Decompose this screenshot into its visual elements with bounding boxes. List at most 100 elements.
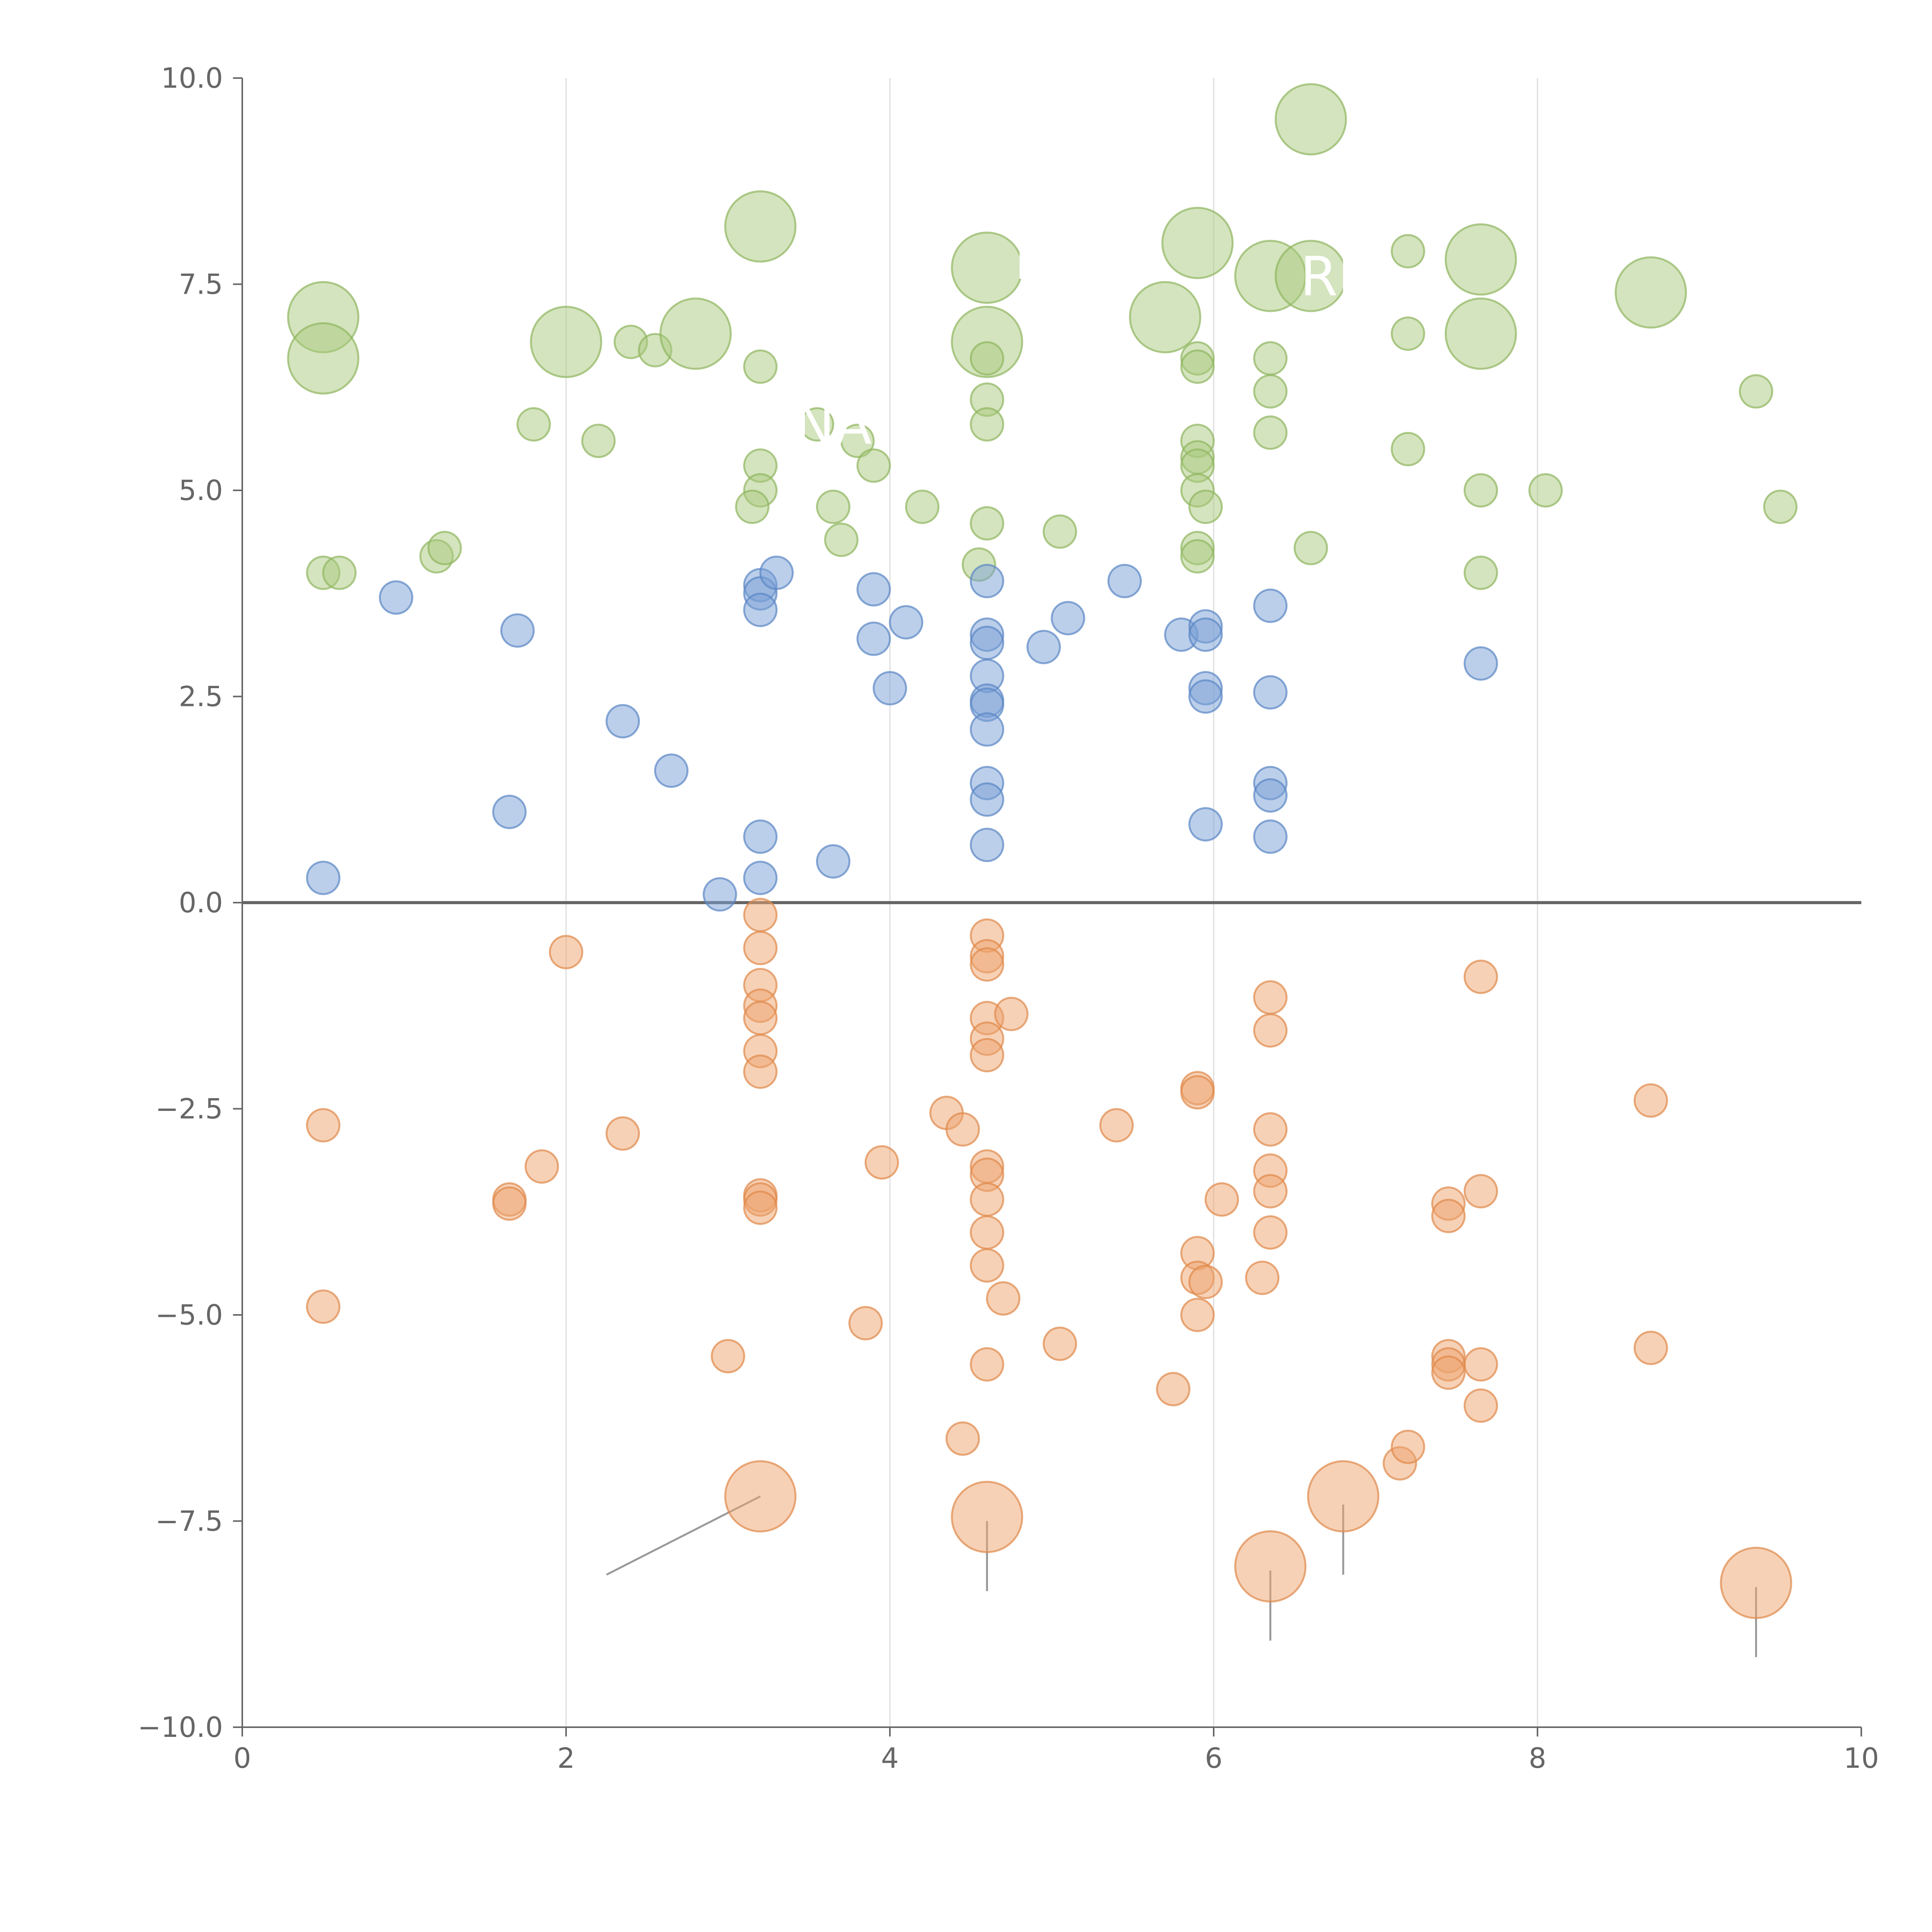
data-point-orange: [492, 1186, 527, 1221]
data-point-green: [1391, 316, 1425, 351]
data-point-green: [799, 407, 834, 442]
data-point-orange: [1633, 1083, 1668, 1118]
data-point-blue: [605, 704, 640, 739]
data-point-orange: [1391, 1429, 1425, 1464]
annotation-layer: INA HS RIP: [779, 229, 1386, 457]
data-point-orange: [1253, 980, 1288, 1015]
data-point-green: [1463, 473, 1498, 508]
y-tick-label: −5.0: [155, 1299, 223, 1331]
data-point-orange: [946, 1421, 980, 1456]
data-point-green: [724, 190, 797, 263]
data-point-green: [1763, 490, 1798, 524]
data-point-blue: [1107, 564, 1142, 599]
data-point-orange: [1463, 1174, 1498, 1209]
data-point-blue: [743, 861, 778, 895]
data-point-orange: [969, 1215, 1004, 1250]
data-point-blue: [1253, 819, 1288, 854]
data-point-green: [840, 423, 875, 458]
data-point-green: [530, 306, 602, 378]
axis-layer: 0 2 4 6 8 10 −10.0 −7.5 −5.0 −2.5 0.0 2.5 5.0 7.5 10.0: [138, 62, 1879, 1774]
data-point-green: [969, 407, 1004, 442]
y-tick-label: −7.5: [155, 1505, 223, 1537]
data-point-orange: [1307, 1460, 1379, 1532]
data-point-blue: [856, 572, 891, 607]
data-point-green: [816, 490, 850, 524]
data-point-blue: [1463, 646, 1498, 681]
data-point-green: [1528, 473, 1563, 508]
data-point-orange: [986, 1281, 1020, 1316]
data-point-green: [1188, 490, 1223, 524]
y-tick-label: 0.0: [179, 886, 223, 919]
point-layer: [287, 83, 1798, 1619]
data-point-orange: [1245, 1260, 1280, 1295]
data-point-orange: [743, 1001, 778, 1036]
data-point-orange: [946, 1112, 980, 1147]
data-point-green: [905, 490, 940, 524]
data-point-green: [824, 522, 859, 557]
data-point-green: [969, 341, 1004, 376]
x-tick-label: 6: [1205, 1742, 1223, 1774]
data-point-orange: [1253, 1215, 1288, 1250]
data-point-green: [1180, 539, 1215, 574]
x-tick-label: 8: [1529, 1742, 1546, 1774]
data-point-orange: [1253, 1174, 1288, 1209]
data-point-blue: [1188, 617, 1223, 652]
data-point-green: [1391, 432, 1425, 466]
x-tick-label: 2: [557, 1742, 575, 1774]
data-point-orange: [864, 1145, 899, 1180]
data-point-blue: [969, 564, 1004, 599]
data-point-orange: [1633, 1330, 1668, 1365]
data-point-orange: [969, 1347, 1004, 1382]
data-point-green: [856, 448, 891, 483]
data-point-blue: [969, 782, 1004, 817]
data-point-blue: [492, 794, 527, 829]
y-tick-label: 10.0: [161, 62, 223, 94]
data-point-green: [1161, 207, 1234, 279]
y-tick-label: 5.0: [179, 474, 223, 507]
data-point-green: [659, 298, 732, 370]
annotation-label: INA: [779, 394, 872, 457]
data-point-blue: [306, 861, 340, 895]
data-point-blue: [500, 613, 535, 648]
x-tick-label: 4: [881, 1742, 899, 1774]
data-point-green: [1614, 256, 1687, 329]
data-point-orange: [724, 1460, 797, 1532]
data-point-orange: [1043, 1327, 1077, 1361]
data-point-orange: [1253, 1112, 1288, 1147]
data-point-green: [1444, 298, 1517, 370]
data-point-green: [951, 231, 1023, 304]
data-point-orange: [1720, 1547, 1793, 1619]
data-point-blue: [654, 753, 689, 788]
data-point-orange: [1180, 1298, 1215, 1332]
data-point-orange: [743, 1190, 778, 1225]
data-point-orange: [994, 997, 1029, 1031]
data-point-green: [322, 555, 357, 590]
data-point-orange: [306, 1108, 340, 1143]
data-point-orange: [1180, 1075, 1215, 1110]
data-point-orange: [743, 1054, 778, 1089]
data-point-blue: [743, 592, 778, 627]
data-point-green: [969, 506, 1004, 541]
data-point-blue: [1051, 601, 1085, 636]
data-point-blue: [1253, 675, 1288, 710]
data-point-blue: [856, 621, 891, 656]
data-point-orange: [743, 898, 778, 932]
data-point-orange: [1156, 1372, 1190, 1406]
data-point-blue: [816, 844, 850, 879]
data-point-orange: [1099, 1108, 1134, 1143]
data-point-orange: [743, 930, 778, 965]
data-point-blue: [1026, 629, 1061, 664]
data-point-orange: [951, 1481, 1023, 1553]
data-point-blue: [1253, 588, 1288, 623]
data-point-green: [1253, 415, 1288, 450]
data-point-green: [735, 490, 770, 524]
data-point-blue: [743, 819, 778, 854]
y-tick-label: −2.5: [155, 1093, 223, 1125]
data-point-blue: [969, 626, 1004, 660]
data-point-green: [1444, 223, 1517, 296]
data-point-green: [581, 423, 616, 458]
data-point-blue: [969, 712, 1004, 747]
data-point-orange: [524, 1149, 559, 1184]
data-point-orange: [969, 1248, 1004, 1283]
